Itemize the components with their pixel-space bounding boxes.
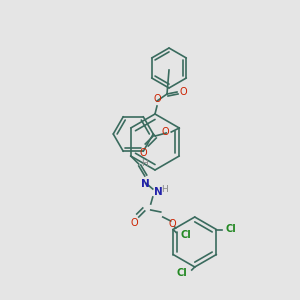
Text: O: O: [180, 87, 188, 97]
Text: O: O: [169, 219, 177, 229]
Text: Cl: Cl: [180, 230, 191, 241]
Text: Cl: Cl: [176, 268, 187, 278]
Text: O: O: [153, 94, 161, 104]
Text: O: O: [140, 148, 147, 158]
Text: O: O: [131, 218, 139, 228]
Text: N: N: [154, 187, 163, 197]
Text: N: N: [141, 179, 150, 189]
Text: O: O: [162, 127, 169, 137]
Text: H: H: [161, 185, 167, 194]
Text: Cl: Cl: [225, 224, 236, 235]
Text: H: H: [141, 160, 148, 169]
